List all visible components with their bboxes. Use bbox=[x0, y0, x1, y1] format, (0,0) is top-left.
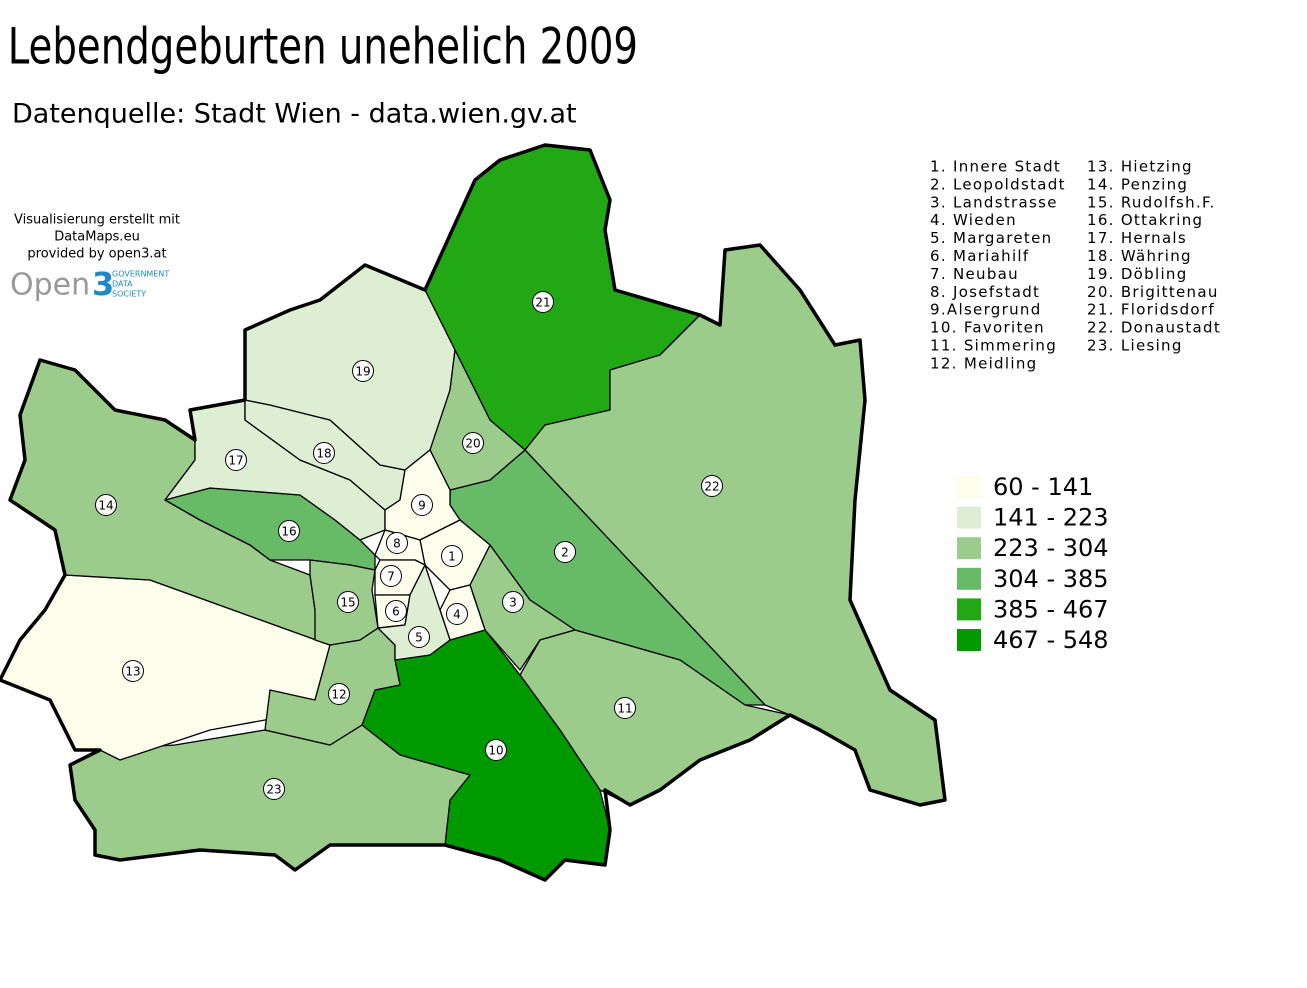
district-label-circle bbox=[411, 494, 433, 516]
district-list-item: 21. Floridsdorf bbox=[1087, 301, 1215, 319]
district-label: 4 bbox=[453, 608, 461, 622]
district-label: 21 bbox=[535, 296, 550, 310]
district-list-item: 17. Hernals bbox=[1087, 229, 1187, 247]
legend-label: 304 - 385 bbox=[993, 565, 1109, 593]
district-label-circle bbox=[328, 683, 350, 705]
district-label-circle bbox=[337, 591, 359, 613]
district-list-item: 1. Innere Stadt bbox=[930, 158, 1061, 176]
district-list-item: 14. Penzing bbox=[1087, 175, 1188, 193]
district-list-item: 15. Rudolfsh.F. bbox=[1087, 193, 1216, 211]
district-label-circle bbox=[554, 541, 576, 563]
subtitle: Datenquelle: Stadt Wien - data.wien.gv.a… bbox=[12, 99, 577, 130]
district-label-circle bbox=[485, 739, 507, 761]
district-label: 8 bbox=[393, 537, 401, 551]
logo-tagline: DATA bbox=[112, 280, 133, 289]
district-list-item: 10. Favoriten bbox=[930, 319, 1045, 337]
district-label: 15 bbox=[340, 596, 355, 610]
district-label: 23 bbox=[266, 783, 281, 797]
credit: provided by open3.at bbox=[27, 247, 166, 262]
logo-mark: 3 bbox=[92, 265, 114, 303]
district-list-item: 3. Landstrasse bbox=[930, 193, 1058, 211]
district-list-item: 9.Alsergrund bbox=[930, 301, 1042, 319]
district-label-circle bbox=[462, 432, 484, 454]
district-label: 12 bbox=[331, 688, 346, 702]
city-border bbox=[0, 143, 947, 882]
district-label-circle bbox=[532, 291, 554, 313]
district-label-circle bbox=[122, 660, 144, 682]
credit: Visualisierung erstellt mit bbox=[14, 213, 180, 228]
district-label-circle bbox=[614, 697, 636, 719]
logo-tagline: SOCIETY bbox=[112, 290, 146, 299]
district-label: 3 bbox=[509, 596, 517, 610]
legend-label: 223 - 304 bbox=[993, 534, 1109, 562]
district-label-circle bbox=[380, 565, 402, 587]
legend-label: 141 - 223 bbox=[993, 504, 1109, 532]
district-label: 16 bbox=[281, 525, 296, 539]
title: Lebendgeburten unehelich 2009 bbox=[8, 17, 638, 75]
district-label: 10 bbox=[488, 744, 503, 758]
district-label: 18 bbox=[316, 447, 331, 461]
district-list-item: 16. Ottakring bbox=[1087, 211, 1203, 229]
district-list-item: 7. Neubau bbox=[930, 265, 1019, 283]
district-list-item: 8. Josefstadt bbox=[930, 283, 1040, 301]
credit: DataMaps.eu bbox=[54, 230, 140, 245]
district-label-circle bbox=[278, 520, 300, 542]
district-label: 11 bbox=[617, 702, 632, 716]
district-label: 7 bbox=[387, 570, 395, 584]
district-label: 22 bbox=[704, 480, 719, 494]
legend-label: 385 - 467 bbox=[993, 595, 1109, 623]
district-list-item: 19. Döbling bbox=[1087, 265, 1188, 283]
district-label-circle bbox=[701, 475, 723, 497]
district-label: 14 bbox=[98, 499, 113, 513]
legend-swatch bbox=[957, 567, 981, 590]
district-list-item: 4. Wieden bbox=[930, 211, 1017, 229]
district-label-circle bbox=[385, 600, 407, 622]
district-label: 1 bbox=[448, 550, 456, 564]
district-label: 5 bbox=[415, 631, 423, 645]
district-label: 20 bbox=[465, 437, 480, 451]
district-list-item: 6. Mariahilf bbox=[930, 247, 1029, 265]
district-label: 6 bbox=[392, 605, 400, 619]
district-label-circle bbox=[225, 449, 247, 471]
district-label-circle bbox=[408, 626, 430, 648]
legend-swatch bbox=[957, 598, 981, 621]
legend-label: 60 - 141 bbox=[993, 473, 1093, 501]
district-list-item: 18. Währing bbox=[1087, 247, 1192, 265]
district-label: 17 bbox=[228, 454, 243, 468]
district-label-circle bbox=[386, 532, 408, 554]
legend-swatch bbox=[957, 506, 981, 529]
district-list-item: 11. Simmering bbox=[930, 337, 1057, 355]
district-list-item: 23. Liesing bbox=[1087, 337, 1183, 355]
logo-name: Open bbox=[10, 268, 90, 303]
logo-tagline: GOVERNMENT bbox=[112, 270, 169, 279]
legend-swatch bbox=[957, 629, 981, 651]
district-list-item: 13. Hietzing bbox=[1087, 158, 1193, 176]
district-label: 9 bbox=[418, 499, 426, 513]
district-list-item: 22. Donaustadt bbox=[1087, 319, 1221, 337]
district-label: 19 bbox=[355, 365, 370, 379]
district-label: 13 bbox=[125, 665, 140, 679]
district bbox=[377, 564, 451, 661]
district-label-circle bbox=[352, 360, 374, 382]
district-label: 2 bbox=[561, 546, 569, 560]
district-label-circle bbox=[313, 442, 335, 464]
district-label-circle bbox=[502, 591, 524, 613]
district-label-circle bbox=[95, 494, 117, 516]
legend-label: 467 - 548 bbox=[993, 626, 1109, 654]
district-list-item: 12. Meidling bbox=[930, 354, 1037, 372]
district-label-circle bbox=[441, 545, 463, 567]
district-label-circle bbox=[263, 778, 285, 800]
district-list-item: 2. Leopoldstadt bbox=[930, 175, 1066, 193]
legend-swatch bbox=[957, 476, 981, 498]
legend-swatch bbox=[957, 537, 981, 560]
district-list-item: 20. Brigittenau bbox=[1087, 283, 1219, 301]
district-label-circle bbox=[446, 603, 468, 625]
district-list-item: 5. Margareten bbox=[930, 229, 1052, 247]
